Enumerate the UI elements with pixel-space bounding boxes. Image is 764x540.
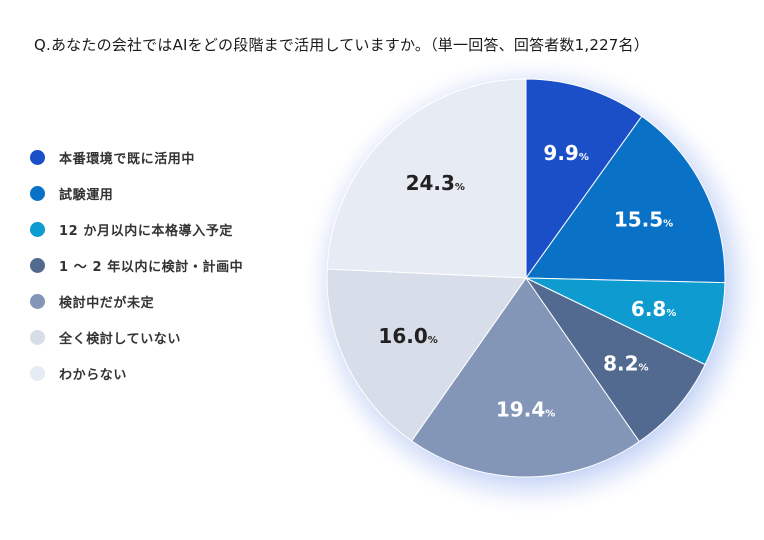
legend-item: 本番環境で既に活用中 (30, 139, 243, 175)
legend-label: 試験運用 (59, 187, 114, 203)
data-label: 6.8% (631, 297, 676, 321)
data-label: 15.5% (614, 207, 673, 231)
pie-slice (524, 276, 706, 443)
legend-swatch (30, 185, 45, 201)
legend-item: わからない (30, 355, 243, 391)
legend-swatch (30, 149, 45, 165)
legend-swatch (30, 365, 45, 381)
legend-item: 試験運用 (30, 175, 243, 211)
legend: 本番環境で既に活用中 試験運用 12 か月以内に本格導入予定 1 〜 2 年以内に検討… (30, 139, 243, 391)
legend-item: 全く検討していない (30, 319, 243, 355)
pie-slice (525, 115, 726, 284)
legend-item: 1 〜 2 年以内に検討・計画中 (30, 247, 243, 283)
legend-label: 1 〜 2 年以内に検討・計画中 (59, 259, 244, 275)
legend-label: 全く検討していない (59, 331, 182, 347)
data-label: 8.2% (603, 351, 648, 375)
legend-label: 本番環境で既に活用中 (59, 151, 196, 167)
data-label: 19.4% (496, 397, 555, 421)
data-label: 9.9% (543, 141, 588, 165)
pie-slice (525, 78, 643, 280)
legend-swatch (30, 329, 45, 345)
pie-slice (410, 277, 640, 478)
data-label: 16.0% (378, 324, 437, 348)
legend-swatch (30, 257, 45, 273)
legend-item: 検討中だが未定 (30, 283, 243, 319)
legend-label: 12 か月以内に本格導入予定 (59, 223, 234, 239)
pie-slice (326, 78, 527, 279)
chart-title: Q.あなたの会社ではAIをどの段階まで活用していますか。（単一回答、回答者数1,… (34, 36, 649, 54)
data-label: 24.3% (406, 171, 465, 195)
legend-swatch (30, 293, 45, 309)
legend-swatch (30, 221, 45, 237)
legend-label: わからない (59, 367, 128, 383)
pie-slice (326, 268, 527, 442)
legend-label: 検討中だが未定 (59, 295, 155, 311)
legend-item: 12 か月以内に本格導入予定 (30, 211, 243, 247)
